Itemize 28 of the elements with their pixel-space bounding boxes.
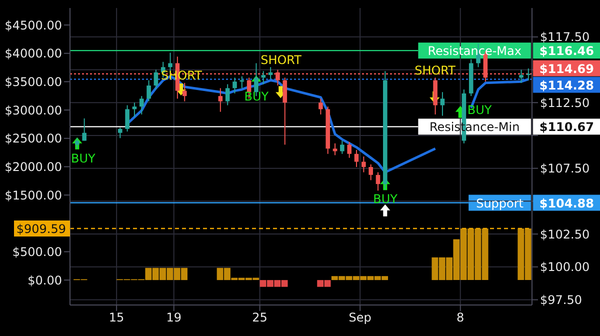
y-tick-label: $0.00: [28, 273, 62, 288]
y2-tick-label: $117.50: [540, 30, 590, 44]
text: BUY: [244, 90, 269, 104]
text: BUY: [71, 151, 96, 166]
y2-tick-label: $100.00: [540, 260, 590, 274]
y2-tick-label: $102.50: [540, 227, 590, 242]
y-tick-label: $4500.00: [4, 18, 62, 32]
y-tick-label: $3000.00: [4, 103, 62, 118]
text: SHORT: [260, 53, 302, 68]
y2-tick-label: $97.50: [540, 293, 582, 308]
ref-line-label: $114.28: [539, 78, 594, 92]
y-tick-label: $500.00: [12, 244, 62, 259]
series-label: BUY: [467, 102, 492, 117]
x-tick-label: Sep: [348, 310, 372, 325]
x-tick-label: 15: [108, 310, 124, 325]
y-tick-label: $1500.00: [4, 188, 62, 202]
y2-tick-label: $112.50: [540, 96, 590, 110]
y-tick-label: $3500.00: [4, 74, 62, 89]
y2-tick-label: $107.50: [540, 162, 590, 176]
x-tick-label: 25: [252, 310, 268, 325]
y-tick-label: $2500.00: [4, 132, 62, 146]
ref-line-label: $909.59: [16, 222, 66, 236]
text: SHORT: [414, 64, 456, 78]
ref-line-label: $114.69: [539, 62, 594, 76]
x-tick-label: 19: [166, 310, 182, 325]
x-tick-label: 8: [456, 310, 464, 325]
y-tick-label: $2000.00: [4, 160, 62, 174]
y-tick-label: $4000.00: [4, 46, 62, 61]
